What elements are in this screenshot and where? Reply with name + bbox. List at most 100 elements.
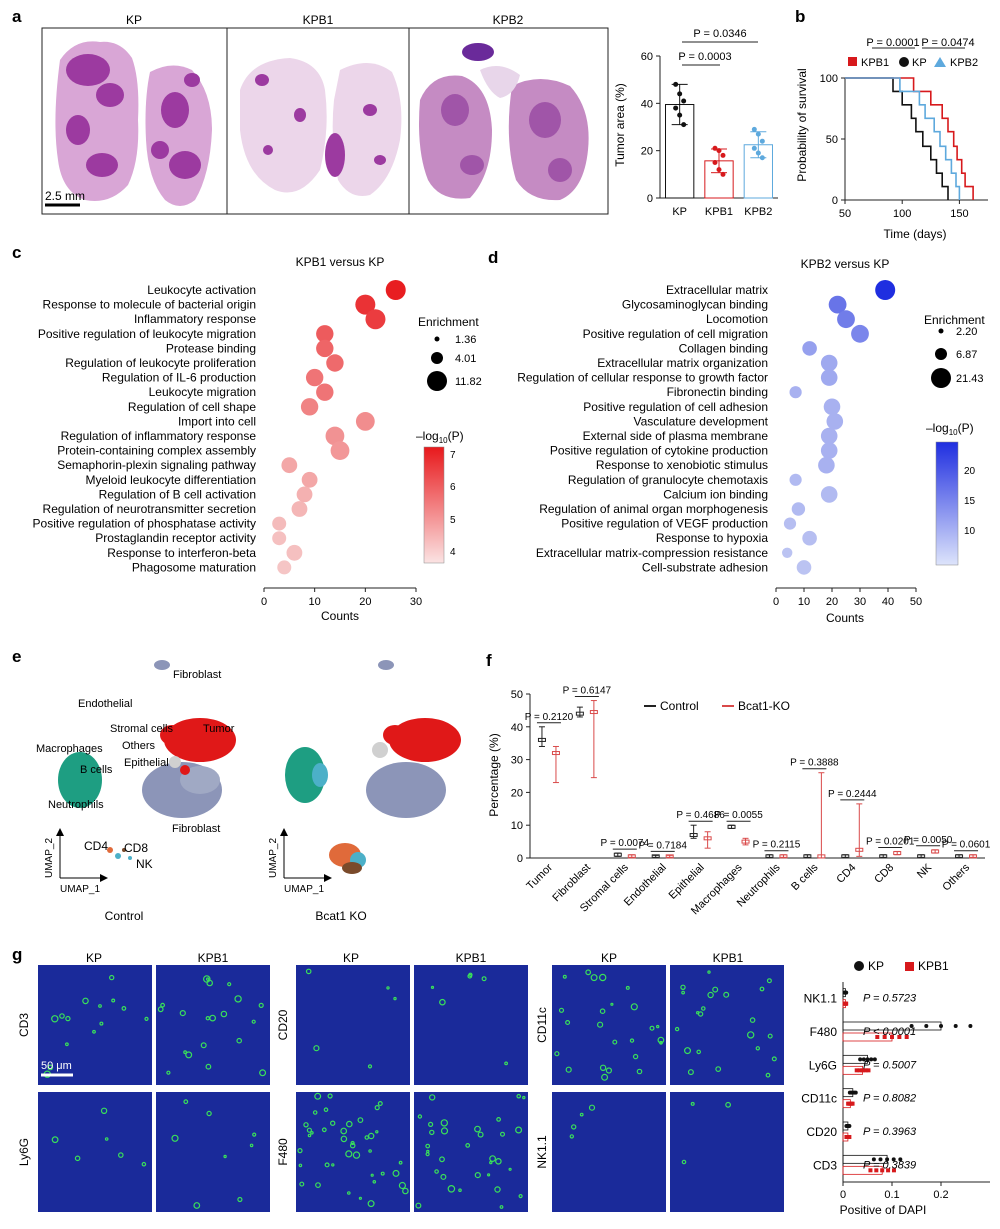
survival-xlabel: Time (days)	[884, 227, 947, 241]
if-positive-cell	[324, 1162, 330, 1168]
chart-g-category-label: F480	[810, 1025, 838, 1039]
chart-g-xtick-label: 0.1	[884, 1189, 899, 1201]
chart-g-point	[847, 1124, 852, 1128]
umap-label-tumor: Tumor	[203, 723, 235, 735]
chart-g-point	[863, 1068, 868, 1073]
if-positive-cell	[392, 1169, 400, 1177]
chart-f-box	[955, 854, 964, 859]
if-positive-cell	[380, 1171, 385, 1176]
chart-d-bubble	[820, 354, 838, 372]
chart-c-term-label: Regulation of neurotransmitter secretion	[43, 502, 256, 516]
if-positive-cell	[504, 1061, 509, 1066]
chart-c-term-label: Phagosome maturation	[132, 560, 256, 574]
chart-g-point	[865, 1057, 870, 1062]
chart-f-box	[551, 751, 560, 756]
enrichment-legend-d-2: 6.87	[956, 349, 977, 361]
chart-g-point	[872, 1057, 877, 1062]
chart-d-bubble	[875, 280, 896, 300]
if-positive-cell	[98, 1004, 102, 1008]
if-positive-cell	[569, 1134, 575, 1139]
chart-g-point	[898, 1157, 903, 1162]
if-positive-cell	[428, 1121, 434, 1128]
chart-d-title: KPB2 versus KP	[801, 257, 890, 271]
chart-c-term-label: Myeloid leukocyte differentiation	[85, 473, 256, 487]
if-positive-cell	[765, 1072, 771, 1078]
if-positive-cell	[518, 1193, 523, 1199]
if-positive-cell	[321, 1127, 327, 1133]
chart-d-bubble	[820, 369, 838, 386]
if-positive-cell	[99, 1021, 104, 1026]
chart-c-bubble	[286, 544, 303, 561]
if-positive-cell	[314, 1092, 322, 1100]
chart-c-title: KPB1 versus KP	[296, 255, 385, 269]
umap-axis-y-ko: UMAP_2	[268, 838, 279, 878]
chart-c-bubble	[272, 516, 287, 531]
if-positive-cell	[630, 1003, 638, 1011]
chart-c-term-label: Response to molecule of bacterial origin	[43, 298, 256, 312]
chart-g-point	[880, 1168, 885, 1173]
if-positive-cell	[200, 1042, 207, 1049]
if-positive-cell	[696, 1011, 700, 1015]
go-enrichment-chart-c: KPB1 versus KP Leukocyte activationRespo…	[33, 255, 482, 623]
if-positive-cell	[144, 1016, 149, 1022]
chart-g-pvalue: P < 0.0001	[863, 1026, 916, 1038]
if-tile	[38, 965, 152, 1085]
colorbar-c-tick-5: 5	[450, 515, 456, 526]
chart-g-point	[857, 1068, 862, 1073]
umap-label-stromal: Stromal cells	[110, 723, 173, 735]
chart-c-xtick-label: 30	[410, 596, 422, 608]
chart-f-box	[893, 851, 902, 856]
if-positive-cell	[327, 1093, 333, 1099]
chart-d-bubble	[823, 398, 841, 416]
if-positive-cell	[766, 978, 772, 984]
chart-g-category-label: Ly6G	[809, 1058, 837, 1072]
if-positive-cell	[474, 1171, 481, 1179]
if-positive-cell	[206, 1110, 212, 1117]
chart-d-bubble	[826, 413, 844, 430]
chart-g-point	[891, 1157, 896, 1162]
umap-axes-control	[56, 828, 108, 882]
colorbar-c-tick-4: 4	[450, 547, 456, 558]
chart-d-term-label: Positive regulation of cell adhesion	[583, 400, 768, 414]
if-positive-cell	[571, 1124, 577, 1130]
if-tile	[296, 1092, 410, 1212]
chart-g-point	[953, 1024, 958, 1028]
survival-legend-kpb1: KPB1	[861, 57, 889, 69]
if-positive-cell	[681, 990, 685, 995]
chart-c-bubble	[301, 471, 318, 488]
umap-label-epithelial: Epithelial	[124, 757, 169, 769]
if-positive-cell	[439, 998, 446, 1006]
colorbar-d-tick-10: 10	[964, 526, 976, 537]
if-positive-cell	[629, 1038, 635, 1043]
umap-label-fibroblast: Fibroblast	[173, 669, 221, 681]
colorbar-c	[423, 446, 445, 564]
go-enrichment-chart-d: KPB2 versus KP Extracellular matrixGlyco…	[517, 257, 985, 625]
if-positive-cell	[141, 1161, 147, 1167]
if-row-f480: F480	[276, 1138, 290, 1166]
if-positive-cell	[755, 1046, 761, 1051]
chart-f-box	[613, 852, 622, 857]
enrichment-legend-dot-medium	[431, 352, 443, 364]
chart-g-point	[904, 1035, 909, 1039]
chart-c-term-label: Regulation of IL-6 production	[102, 371, 256, 385]
if-positive-cell	[683, 1047, 691, 1055]
chart-d-term-label: Response to hypoxia	[656, 531, 768, 545]
if-positive-cell	[588, 1104, 596, 1111]
panel-label-d: d	[488, 248, 498, 267]
chart-d-bubble	[828, 295, 847, 314]
chart-f-legend-ko: Bcat1-KO	[738, 699, 790, 713]
chart-f-ytick-label: 30	[511, 755, 523, 767]
umap-title-control: Control	[105, 909, 144, 923]
if-positive-cell	[489, 1155, 497, 1162]
if-positive-cell	[330, 1120, 336, 1126]
chart-f-xtick-label: CD8	[872, 862, 896, 886]
if-positive-cell	[108, 974, 115, 981]
if-positive-cell	[474, 1125, 481, 1133]
chart-c-bubble	[316, 383, 334, 401]
chart-c-bubble	[385, 280, 406, 300]
if-positive-cell	[310, 1131, 314, 1135]
umap-axis-x-control: UMAP_1	[60, 884, 100, 895]
chart-f-pvalue: P = 0.2444	[828, 789, 877, 800]
if-positive-cell	[92, 1029, 96, 1034]
chart-c-bubble	[281, 457, 298, 474]
